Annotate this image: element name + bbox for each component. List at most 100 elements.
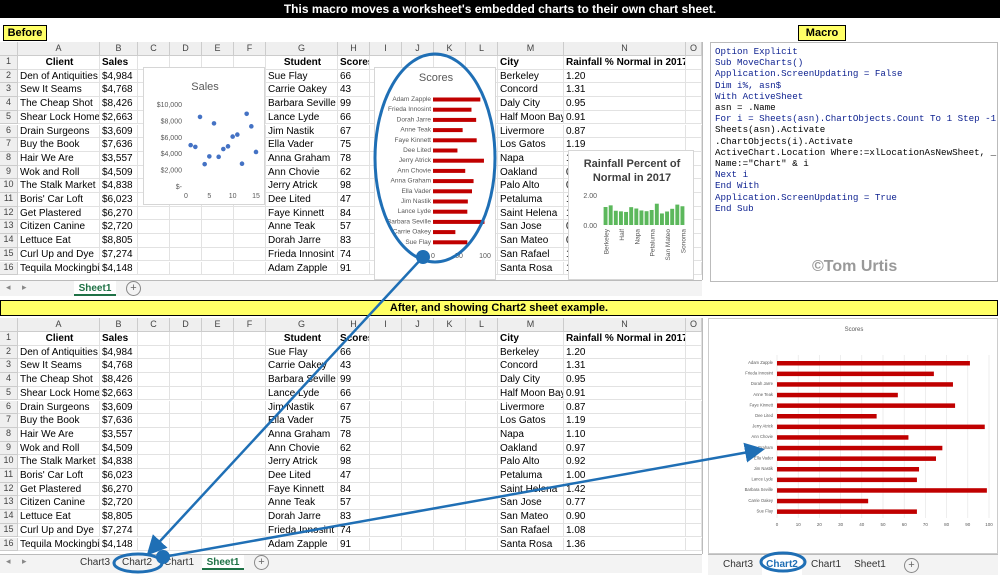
- empty-cell[interactable]: [686, 69, 702, 84]
- client-cell[interactable]: Citizen Canine: [18, 496, 100, 511]
- empty-cell[interactable]: [370, 496, 402, 511]
- empty-cell[interactable]: [170, 345, 202, 360]
- student-cell[interactable]: Lance Lyde: [266, 386, 338, 401]
- city-cell[interactable]: Napa: [498, 427, 564, 442]
- row-header[interactable]: 9: [0, 165, 18, 180]
- empty-cell[interactable]: [170, 455, 202, 469]
- empty-cell[interactable]: [138, 345, 170, 360]
- rainfall-cell[interactable]: 1.42: [564, 482, 686, 497]
- row-header[interactable]: 12: [0, 206, 18, 221]
- empty-cell[interactable]: [138, 332, 170, 346]
- scores-bar-chart[interactable]: Scores Adam Zapple Frieda Innosint Dorah Ja…: [374, 67, 496, 280]
- score-cell[interactable]: 91: [338, 261, 370, 276]
- student-cell[interactable]: Adam Zapple: [266, 537, 338, 552]
- column-header-c[interactable]: C: [138, 318, 170, 331]
- empty-cell[interactable]: [686, 206, 702, 221]
- code-line[interactable]: Sub MoveCharts(): [715, 57, 804, 69]
- sales-cell[interactable]: $2,720: [100, 496, 138, 511]
- empty-cell[interactable]: [170, 400, 202, 415]
- empty-cell[interactable]: [370, 441, 402, 456]
- sales-cell[interactable]: $8,426: [100, 97, 138, 111]
- empty-cell[interactable]: [466, 496, 498, 511]
- empty-cell[interactable]: [234, 345, 266, 360]
- row-header[interactable]: 11: [0, 193, 18, 207]
- score-cell[interactable]: 43: [338, 83, 370, 98]
- student-cell[interactable]: Jim Nastik: [266, 124, 338, 139]
- client-cell[interactable]: Tequila Mockingbird: [18, 537, 100, 552]
- row-header[interactable]: 8: [0, 427, 18, 442]
- rainfall-cell[interactable]: 0.95: [564, 97, 686, 111]
- client-cell[interactable]: Boris' Car Loft: [18, 469, 100, 483]
- sales-cell[interactable]: $4,838: [100, 455, 138, 469]
- empty-cell[interactable]: [170, 496, 202, 511]
- sales-cell[interactable]: $8,805: [100, 234, 138, 248]
- sheet-tab-sheet1[interactable]: Sheet1: [202, 555, 244, 570]
- row-header[interactable]: 4: [0, 97, 18, 111]
- empty-cell[interactable]: [466, 537, 498, 552]
- client-cell[interactable]: The Cheap Shot: [18, 97, 100, 111]
- city-cell[interactable]: City: [498, 56, 564, 70]
- rainfall-cell[interactable]: 1.00: [564, 469, 686, 483]
- empty-cell[interactable]: [434, 455, 466, 469]
- empty-cell[interactable]: [170, 332, 202, 346]
- empty-cell[interactable]: [686, 247, 702, 262]
- empty-cell[interactable]: [234, 510, 266, 524]
- empty-cell[interactable]: [402, 441, 434, 456]
- column-header-c[interactable]: C: [138, 42, 170, 55]
- code-line[interactable]: asn = .Name: [715, 102, 776, 114]
- client-cell[interactable]: The Stalk Market: [18, 179, 100, 193]
- score-cell[interactable]: 99: [338, 373, 370, 387]
- city-cell[interactable]: Livermore: [498, 400, 564, 415]
- empty-cell[interactable]: [686, 234, 702, 248]
- empty-cell[interactable]: [686, 455, 702, 469]
- code-line[interactable]: Application.ScreenUpdating = True: [715, 191, 897, 203]
- empty-cell[interactable]: [686, 165, 702, 180]
- row-header[interactable]: 16: [0, 261, 18, 276]
- code-line[interactable]: End With: [715, 180, 760, 192]
- empty-cell[interactable]: [138, 537, 170, 552]
- empty-cell[interactable]: [202, 373, 234, 387]
- row-header[interactable]: 10: [0, 179, 18, 193]
- student-cell[interactable]: Sue Flay: [266, 345, 338, 360]
- sales-cell[interactable]: $7,274: [100, 247, 138, 262]
- row-header[interactable]: 14: [0, 234, 18, 248]
- score-cell[interactable]: 57: [338, 220, 370, 235]
- score-cell[interactable]: 84: [338, 482, 370, 497]
- row-header[interactable]: 9: [0, 441, 18, 456]
- empty-cell[interactable]: [138, 455, 170, 469]
- empty-cell[interactable]: [234, 206, 266, 221]
- empty-cell[interactable]: [234, 247, 266, 262]
- student-cell[interactable]: Ella Vader: [266, 138, 338, 152]
- rainfall-cell[interactable]: 0.87: [564, 124, 686, 139]
- empty-cell[interactable]: [466, 400, 498, 415]
- empty-cell[interactable]: [202, 359, 234, 374]
- student-cell[interactable]: Dorah Jarre: [266, 510, 338, 524]
- add-sheet-button[interactable]: +: [254, 555, 269, 570]
- sales-cell[interactable]: $4,838: [100, 179, 138, 193]
- rainfall-cell[interactable]: 0.92: [564, 455, 686, 469]
- empty-cell[interactable]: [402, 510, 434, 524]
- sales-cell[interactable]: $3,557: [100, 151, 138, 166]
- column-header-i[interactable]: I: [370, 318, 402, 331]
- empty-cell[interactable]: [138, 523, 170, 538]
- empty-cell[interactable]: [370, 414, 402, 428]
- empty-cell[interactable]: [434, 345, 466, 360]
- rainfall-cell[interactable]: 0.77: [564, 496, 686, 511]
- city-cell[interactable]: Santa Rosa: [498, 537, 564, 552]
- scroll-left-arrow[interactable]: ◂: [6, 556, 11, 566]
- empty-cell[interactable]: [370, 523, 402, 538]
- empty-cell[interactable]: [234, 373, 266, 387]
- empty-cell[interactable]: [370, 469, 402, 483]
- empty-cell[interactable]: [202, 441, 234, 456]
- client-cell[interactable]: Sew It Seams: [18, 359, 100, 374]
- empty-cell[interactable]: [686, 523, 702, 538]
- empty-cell[interactable]: [434, 496, 466, 511]
- empty-cell[interactable]: [466, 414, 498, 428]
- empty-cell[interactable]: [234, 414, 266, 428]
- empty-cell[interactable]: [170, 469, 202, 483]
- student-cell[interactable]: Dee Lited: [266, 469, 338, 483]
- empty-cell[interactable]: [170, 359, 202, 374]
- column-header-d[interactable]: D: [170, 42, 202, 55]
- city-cell[interactable]: Santa Rosa: [498, 261, 564, 276]
- sales-cell[interactable]: $2,720: [100, 220, 138, 235]
